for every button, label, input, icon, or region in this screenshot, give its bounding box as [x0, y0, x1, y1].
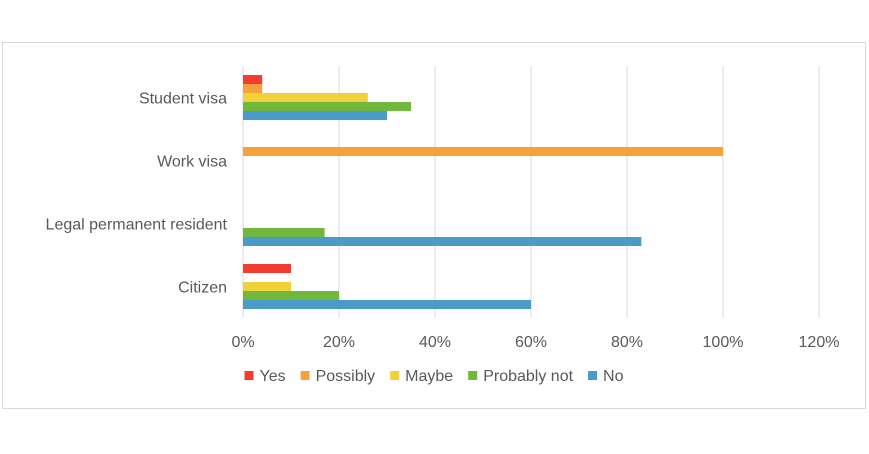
bar — [243, 84, 263, 93]
bar — [243, 228, 325, 237]
x-tick-label: 0% — [231, 334, 254, 351]
category-label: Work visa — [157, 154, 227, 171]
category-labels: Student visa Work visa Legal permanent res… — [46, 91, 228, 297]
x-tick-label: 100% — [703, 334, 744, 351]
legend-label: Yes — [260, 368, 286, 385]
bar — [243, 147, 723, 156]
bar — [243, 237, 642, 246]
legend-label: Probably not — [483, 368, 573, 385]
legend-swatch — [468, 371, 478, 380]
x-tick-label: 80% — [611, 334, 643, 351]
bar — [243, 291, 339, 300]
bar — [243, 282, 291, 291]
x-tick-label: 40% — [419, 334, 451, 351]
legend-label: Possibly — [316, 368, 376, 385]
legend-swatch — [300, 371, 310, 380]
bars — [243, 75, 723, 309]
bar — [243, 75, 263, 84]
legend-swatch — [390, 371, 400, 380]
legend-label: Maybe — [405, 368, 453, 385]
x-tick-label: 60% — [515, 334, 547, 351]
x-tick-label: 20% — [323, 334, 355, 351]
category-label: Citizen — [178, 280, 227, 297]
x-tick-label: 120% — [799, 334, 840, 351]
legend: Yes Possibly Maybe Probably not No — [244, 368, 624, 385]
bar — [243, 264, 291, 273]
bar — [243, 93, 368, 102]
bar — [243, 111, 387, 120]
bar — [243, 102, 411, 111]
legend-label: No — [603, 368, 624, 385]
bar — [243, 300, 531, 309]
category-label: Student visa — [139, 91, 227, 108]
legend-swatch — [588, 371, 598, 380]
category-label: Legal permanent resident — [46, 217, 228, 234]
chart-frame — [2, 42, 866, 409]
x-axis-tick-labels: 0% 20% 40% 60% 80% 100% 120% — [231, 334, 839, 351]
legend-swatch — [244, 371, 254, 380]
